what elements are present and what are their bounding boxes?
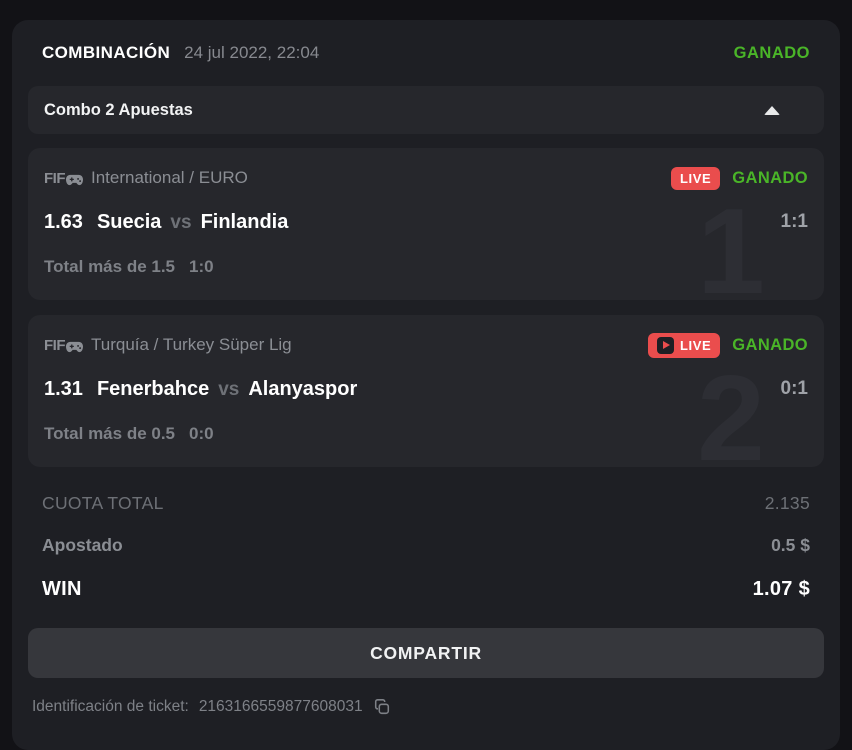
chevron-up-icon[interactable] <box>764 105 780 115</box>
slip-datetime: 24 jul 2022, 22:04 <box>184 43 320 62</box>
combo-label: Combo 2 Apuestas <box>44 100 193 119</box>
bet1-league-left: FIF International / EURO <box>44 168 248 188</box>
play-icon <box>656 336 674 354</box>
live-label: LIVE <box>679 337 712 353</box>
bet2-status-badge: GANADO <box>732 335 808 354</box>
fifa-esports-logo: FIF <box>44 337 83 354</box>
stake-label: Apostado <box>42 534 123 555</box>
bet1-match-row: 1.63 Suecia vs Finlandia 1:1 <box>44 206 808 238</box>
share-button[interactable]: COMPARTIR <box>28 628 824 678</box>
win-row: WIN 1.07 $ <box>28 566 824 612</box>
gamepad-icon <box>66 340 83 354</box>
bet1-vs-label: vs <box>170 211 192 233</box>
bet2-badges: LIVE GANADO <box>647 332 808 358</box>
total-odds-value: 2.135 <box>764 492 810 513</box>
bet2-market-row: Total más de 0.5 0:0 <box>44 421 808 447</box>
ticket-row: Identificación de ticket: 21631665598776… <box>28 698 824 716</box>
bet1-away-team: Finlandia <box>200 210 289 233</box>
fifa-logo-text: FIF <box>44 336 66 354</box>
total-odds-row: CUOTA TOTAL 2.135 <box>28 482 824 524</box>
bet1-league-name: International / EURO <box>91 168 248 187</box>
stake-row: Apostado 0.5 $ <box>28 524 824 566</box>
bet-card-2: 2 FIF Turquía / Turkey Süper Lig LIVE <box>28 315 824 467</box>
bet2-vs-label: vs <box>218 378 240 400</box>
bet2-league-left: FIF Turquía / Turkey Süper Lig <box>44 335 292 355</box>
bet2-market: Total más de 0.5 <box>44 424 176 443</box>
ticket-id-value: 2163166559877608031 <box>198 698 363 715</box>
combo-toggle-bar[interactable]: Combo 2 Apuestas <box>28 86 824 134</box>
bet1-badges: LIVE GANADO <box>670 166 808 190</box>
bet2-market-score: 0:0 <box>189 424 214 443</box>
bet-index-watermark: 2 <box>697 350 765 467</box>
bet-card-1: 1 FIF International / EURO LIVE GANADO <box>28 148 824 300</box>
live-badge: LIVE <box>670 166 721 190</box>
copy-icon[interactable] <box>373 698 391 716</box>
bet2-score: 0:1 <box>780 378 808 399</box>
total-odds-label: CUOTA TOTAL <box>42 492 164 513</box>
slip-status-badge: GANADO <box>733 43 810 62</box>
bet1-status-badge: GANADO <box>732 168 808 187</box>
live-label: LIVE <box>679 170 712 186</box>
bet1-league-row: FIF International / EURO LIVE GANADO <box>44 164 808 192</box>
bet2-odds: 1.31 <box>44 377 83 400</box>
slip-header: COMBINACIÓN 24 jul 2022, 22:04 GANADO <box>28 20 824 86</box>
bet2-league-name: Turquía / Turkey Süper Lig <box>91 335 292 354</box>
live-stream-badge[interactable]: LIVE <box>647 332 721 358</box>
fifa-esports-logo: FIF <box>44 170 83 187</box>
ticket-id-label: Identificación de ticket: <box>32 698 189 715</box>
bet1-score: 1:1 <box>780 211 808 232</box>
win-label: WIN <box>42 577 82 600</box>
gamepad-icon <box>66 173 83 187</box>
fifa-logo-text: FIF <box>44 169 66 187</box>
bet1-match: 1.63 Suecia vs Finlandia <box>44 211 288 234</box>
bet2-league-row: FIF Turquía / Turkey Süper Lig LIVE GANA… <box>44 331 808 359</box>
bet2-home-team: Fenerbahce <box>96 377 210 400</box>
bet2-match-row: 1.31 Fenerbahce vs Alanyaspor 0:1 <box>44 373 808 405</box>
bet1-home-team: Suecia <box>96 210 162 233</box>
bet1-market: Total más de 1.5 <box>44 257 176 276</box>
bet-slip-panel: COMBINACIÓN 24 jul 2022, 22:04 GANADO Co… <box>12 20 840 750</box>
win-value: 1.07 $ <box>752 577 810 600</box>
bet1-market-score: 1:0 <box>189 257 214 276</box>
bet2-away-team: Alanyaspor <box>248 377 358 400</box>
slip-title: COMBINACIÓN <box>42 43 171 62</box>
summary-section: CUOTA TOTAL 2.135 Apostado 0.5 $ WIN 1.0… <box>28 482 824 612</box>
slip-header-left: COMBINACIÓN 24 jul 2022, 22:04 <box>42 43 319 63</box>
bet-index-watermark: 1 <box>697 183 765 300</box>
bet1-odds: 1.63 <box>44 210 83 233</box>
bet2-match: 1.31 Fenerbahce vs Alanyaspor <box>44 378 357 401</box>
stake-value: 0.5 $ <box>771 534 810 555</box>
bet1-market-row: Total más de 1.5 1:0 <box>44 254 808 280</box>
